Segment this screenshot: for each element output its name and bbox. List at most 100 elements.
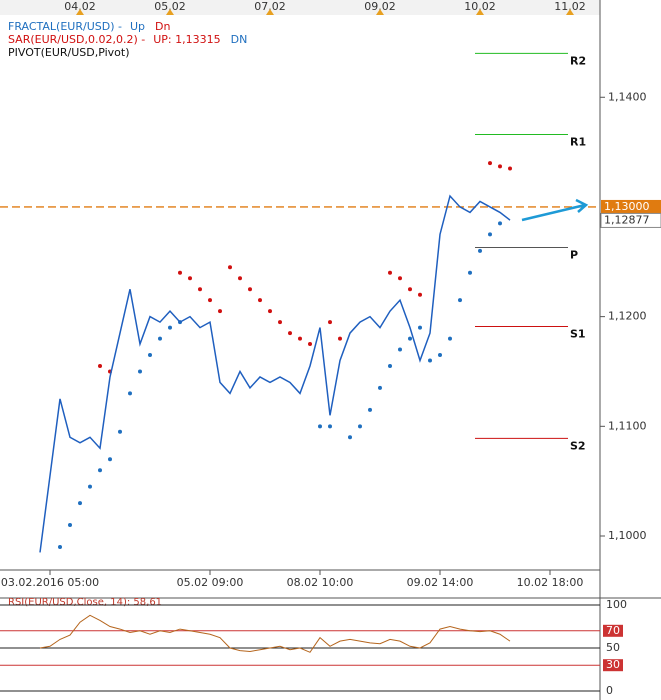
- x-tick-label: 05.02 09:00: [177, 576, 244, 589]
- sar-dot: [128, 391, 132, 396]
- arrow: [521, 198, 589, 222]
- sar-dot: [378, 385, 382, 390]
- date-tick-marker: [266, 9, 274, 15]
- last-box: [600, 212, 661, 228]
- sar-dot: [238, 276, 242, 281]
- sar-dot: [188, 276, 192, 281]
- price-line: [39, 194, 511, 553]
- sar-dot: [458, 298, 462, 303]
- sar-dot: [508, 166, 512, 171]
- legend-label: FRACTAL(EUR/USD) -: [8, 20, 122, 33]
- sar-dot: [158, 336, 162, 341]
- legend-part: Dn: [155, 20, 170, 33]
- x-tick-label: 09.02 14:00: [407, 576, 474, 589]
- sar-dot: [428, 358, 432, 363]
- legend-label: SAR(EUR/USD,0.02,0.2) -: [8, 33, 145, 46]
- sar-dot: [248, 287, 252, 292]
- sar-dot: [468, 270, 472, 275]
- date-tick-marker: [376, 9, 384, 15]
- sar-dot: [388, 270, 392, 275]
- sar-dot: [138, 369, 142, 374]
- sar-dot: [398, 276, 402, 281]
- rsi-tick-label: 0: [606, 684, 613, 697]
- pivot-label: S1: [570, 328, 586, 341]
- last-label: 1,12877: [604, 213, 650, 226]
- sar-dot: [88, 484, 92, 489]
- sar-dot: [478, 248, 482, 253]
- date-tick-label: 07.02: [254, 0, 286, 13]
- sar-dot: [408, 336, 412, 341]
- sar-dot: [178, 270, 182, 275]
- rsi-tick-label: 50: [606, 641, 620, 654]
- rsi-tick-box: [603, 659, 623, 672]
- sar-dot: [98, 468, 102, 473]
- sar-dot: [168, 325, 172, 330]
- x-tick-label: 08.02 10:00: [287, 576, 354, 589]
- date-tick-label: 10.02: [464, 0, 496, 13]
- date-tick-label: 09.02: [364, 0, 396, 13]
- sar-dot: [268, 309, 272, 314]
- legend-part: Up: [130, 20, 145, 33]
- sar-dot: [418, 292, 422, 297]
- sar-dot: [328, 424, 332, 429]
- rsi-tick-label: 100: [606, 598, 627, 611]
- pivot-label: R2: [570, 54, 586, 67]
- sar-dot: [498, 221, 502, 226]
- sar-dot: [278, 320, 282, 325]
- y-tick-label: 1,1400: [608, 90, 647, 103]
- pivot-label: P: [570, 249, 578, 262]
- sar-dot: [498, 164, 502, 169]
- sar-dot: [448, 336, 452, 341]
- sar-dot: [358, 424, 362, 429]
- sar-dot: [108, 457, 112, 462]
- sar-dot: [308, 342, 312, 347]
- sar-dot: [218, 309, 222, 314]
- sar-dot: [98, 363, 102, 368]
- sar-dot: [488, 232, 492, 237]
- sar-dot: [388, 363, 392, 368]
- sar-dot: [368, 407, 372, 412]
- pivot-label: R1: [570, 136, 586, 149]
- date-tick-marker: [76, 9, 84, 15]
- sar-dot: [198, 287, 202, 292]
- sar-dot: [118, 429, 122, 434]
- sar-dot: [228, 265, 232, 270]
- legend-part: UP: 1,13315: [153, 33, 220, 46]
- sar-dot: [418, 325, 422, 330]
- legend-part: DN: [231, 33, 248, 46]
- level-label: 1,13000: [604, 200, 650, 213]
- sar-dot: [148, 353, 152, 358]
- sar-dot: [408, 287, 412, 292]
- y-tick-label: 1,1000: [608, 529, 647, 542]
- rsi-tick-label: 30: [606, 658, 620, 671]
- rsi-line: [39, 614, 511, 653]
- x-tick-label: 03.02.2016 05:00: [1, 576, 99, 589]
- x-tick-label: 10.02 18:00: [517, 576, 584, 589]
- sar-dot: [298, 336, 302, 341]
- sar-dot: [438, 353, 442, 358]
- sar-dot: [488, 161, 492, 166]
- level-box: [601, 199, 661, 214]
- sar-dot: [258, 298, 262, 303]
- sar-dot: [288, 331, 292, 336]
- rsi-tick-label: 70: [606, 624, 620, 637]
- rsi-title: RSI(EUR/USD,Close, 14): 58,61: [8, 597, 162, 608]
- sar-dot: [78, 501, 82, 506]
- date-tick-marker: [476, 9, 484, 15]
- sar-dot: [348, 435, 352, 440]
- pivot-label: S2: [570, 439, 586, 452]
- sar-dot: [328, 320, 332, 325]
- y-tick-label: 1,1200: [608, 310, 647, 323]
- date-tick-marker: [566, 9, 574, 15]
- rsi-tick-box: [603, 624, 623, 637]
- date-tick-label: 05.02: [154, 0, 186, 13]
- date-tick-label: 11.02: [554, 0, 586, 13]
- sar-dot: [68, 523, 72, 528]
- y-tick-label: 1,1100: [608, 419, 647, 432]
- date-strip: [0, 0, 600, 15]
- sar-dot: [338, 336, 342, 341]
- sar-dot: [208, 298, 212, 303]
- date-tick-marker: [166, 9, 174, 15]
